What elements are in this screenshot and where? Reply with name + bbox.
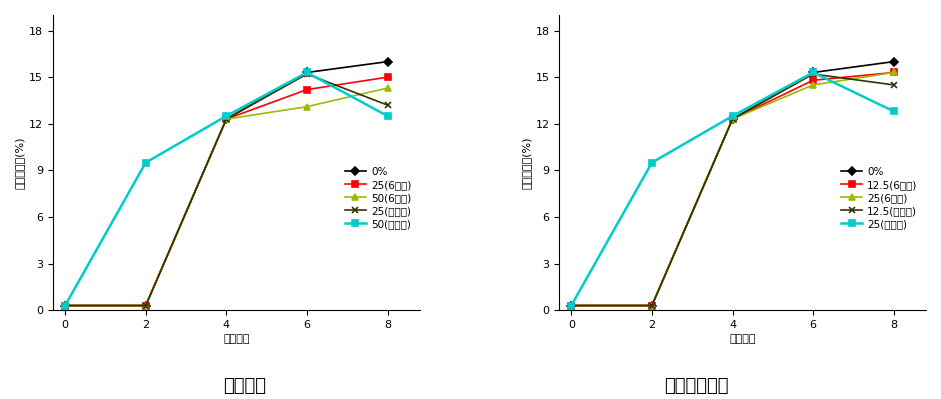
25(6일차) <box>382 75 393 79</box>
25(6일차) <box>726 117 738 121</box>
X-axis label: 발효기간: 발효기간 <box>223 334 249 344</box>
X-axis label: 발효기간: 발효기간 <box>729 334 756 344</box>
50(증류전) <box>301 70 312 75</box>
25(증류전) <box>807 70 819 75</box>
50(증류전) <box>59 303 71 308</box>
Line: 50(6일차): 50(6일차) <box>62 85 391 308</box>
25(6일차) <box>140 303 152 308</box>
Line: 25(증류전): 25(증류전) <box>568 70 897 308</box>
0% <box>888 59 900 64</box>
12.5(6일차) <box>726 117 738 121</box>
25(증류전) <box>59 303 71 308</box>
25(증류전) <box>301 72 312 77</box>
12.5(증류전) <box>888 83 900 87</box>
12.5(6일차) <box>807 78 819 83</box>
Line: 50(증류전): 50(증류전) <box>62 70 391 308</box>
Text: 남해약쑥첨가: 남해약쑥첨가 <box>664 377 728 395</box>
50(6일차) <box>59 303 71 308</box>
Legend: 0%, 25(6일차), 50(6일차), 25(증류전), 50(증류전): 0%, 25(6일차), 50(6일차), 25(증류전), 50(증류전) <box>342 164 415 232</box>
25(6일차) <box>888 70 900 75</box>
25(6일차) <box>566 303 577 308</box>
Text: 매실첨가: 매실첨가 <box>223 377 266 395</box>
0% <box>221 117 232 121</box>
0% <box>566 303 577 308</box>
25(6일차) <box>221 117 232 121</box>
25(증류전) <box>888 109 900 114</box>
50(증류전) <box>221 114 232 119</box>
25(6일차) <box>807 83 819 87</box>
50(6일차) <box>221 117 232 121</box>
Line: 25(6일차): 25(6일차) <box>568 70 897 308</box>
12.5(증류전) <box>646 303 658 308</box>
25(증류전) <box>726 114 738 119</box>
12.5(6일차) <box>888 70 900 75</box>
25(6일차) <box>59 303 71 308</box>
Legend: 0%, 12.5(6일차), 25(6일차), 12.5(증류전), 25(증류전): 0%, 12.5(6일차), 25(6일차), 12.5(증류전), 25(증류… <box>838 164 921 232</box>
Line: 12.5(6일차): 12.5(6일차) <box>568 70 897 308</box>
0% <box>301 70 312 75</box>
0% <box>807 70 819 75</box>
0% <box>59 303 71 308</box>
12.5(증류전) <box>726 117 738 121</box>
12.5(6일차) <box>646 303 658 308</box>
0% <box>646 303 658 308</box>
25(증류전) <box>646 160 658 165</box>
50(증류전) <box>382 114 393 119</box>
25(증류전) <box>382 103 393 107</box>
25(증류전) <box>221 117 232 121</box>
Line: 25(6일차): 25(6일차) <box>62 74 391 308</box>
12.5(증류전) <box>566 303 577 308</box>
50(증류전) <box>140 160 152 165</box>
Y-axis label: 알코올함량(%): 알코올함량(%) <box>521 136 531 189</box>
Line: 25(증류전): 25(증류전) <box>61 71 391 309</box>
0% <box>382 59 393 64</box>
Line: 0%: 0% <box>568 59 897 308</box>
Line: 0%: 0% <box>62 59 391 308</box>
50(6일차) <box>301 104 312 109</box>
25(6일차) <box>301 87 312 92</box>
25(증류전) <box>140 303 152 308</box>
50(6일차) <box>382 86 393 91</box>
25(증류전) <box>566 303 577 308</box>
12.5(6일차) <box>566 303 577 308</box>
25(6일차) <box>646 303 658 308</box>
50(6일차) <box>140 303 152 308</box>
0% <box>140 303 152 308</box>
Line: 12.5(증류전): 12.5(증류전) <box>567 71 897 309</box>
0% <box>726 117 738 121</box>
12.5(증류전) <box>807 72 819 77</box>
Y-axis label: 알코올함량(%): 알코올함량(%) <box>15 136 25 189</box>
